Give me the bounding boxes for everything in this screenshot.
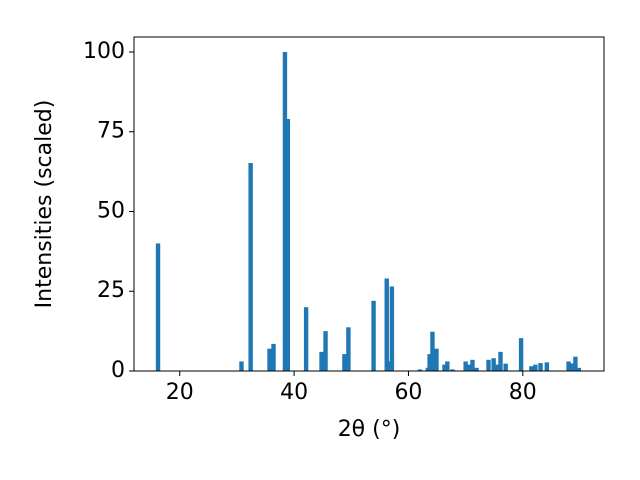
x-tick-label: 60 [394,380,422,405]
bar [434,348,439,371]
x-tick-label: 40 [280,380,308,405]
bar [319,351,324,371]
bar [442,364,447,371]
y-tick-label: 100 [83,39,125,64]
bar [544,362,550,371]
bar [566,361,571,371]
bar [248,163,253,371]
bar [494,364,499,371]
bar [498,351,503,371]
bar [474,367,479,371]
bar [569,363,574,371]
bar [386,361,391,371]
bar [538,363,543,371]
y-tick-label: 25 [97,278,125,303]
y-axis-label: Intensities (scaled) [32,100,57,309]
bar [417,369,423,371]
bar [463,361,468,371]
bar [533,364,538,371]
y-tick-label: 75 [97,119,125,144]
bar [491,358,496,371]
bar [155,243,161,371]
bar [346,327,351,371]
bar [470,359,475,371]
x-axis-label: 2θ (°) [338,417,401,442]
bar [371,300,376,371]
bar [303,307,309,371]
bar [450,369,455,371]
bar [427,354,432,371]
bar [271,343,276,371]
plot-frame [133,36,605,372]
x-tick-label: 80 [509,380,537,405]
bar [518,338,524,371]
bar [529,366,534,371]
bar [486,359,491,371]
bar [239,361,244,371]
bar [323,331,328,371]
bar [466,364,471,371]
bar [282,51,288,371]
y-tick-label: 50 [97,198,125,223]
bar [503,363,508,371]
bar [285,118,291,372]
x-tick-label: 20 [166,380,194,405]
bar [430,331,435,371]
bar [267,348,272,371]
bar [389,286,395,371]
y-tick-label: 0 [111,358,125,383]
bar [445,361,450,371]
bar [573,356,578,371]
bar [342,354,347,371]
bar [576,367,582,371]
bar [384,278,389,371]
